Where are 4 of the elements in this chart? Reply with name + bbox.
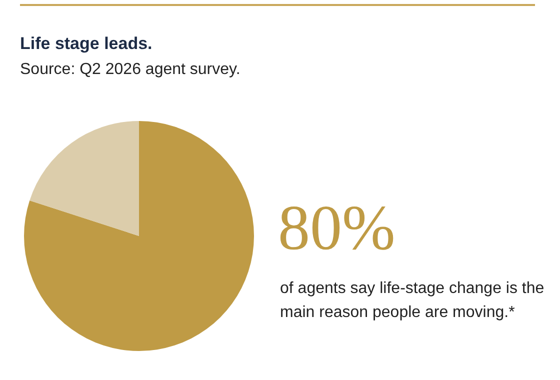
data-label: 80% <box>278 192 396 263</box>
chart-subtitle: Source: Q2 2026 agent survey. <box>20 61 240 79</box>
chart-title: Life stage leads. <box>20 34 152 54</box>
text: of agents say life-stage change is the main reason people are moving.* <box>280 279 545 323</box>
